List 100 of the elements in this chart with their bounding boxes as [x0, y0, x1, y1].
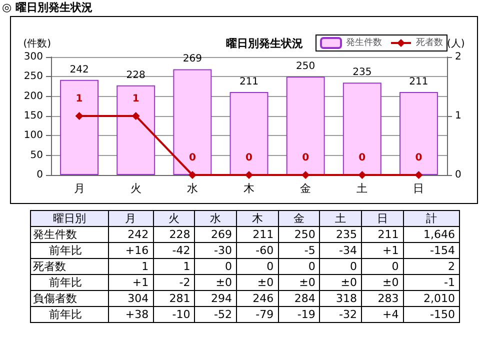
text: 304 [128, 292, 149, 305]
y2-tick-label: 2 [455, 52, 462, 62]
data-label: 0 [302, 152, 310, 164]
data-label: 242 [70, 64, 89, 76]
text: 246 [252, 292, 274, 305]
text: -30 [214, 244, 232, 257]
text: 211 [252, 228, 274, 241]
text: +1 [382, 244, 399, 257]
text: 0 [392, 260, 399, 273]
category-label: 計 [403, 210, 460, 226]
x-tick-label: 月 [74, 182, 85, 195]
x-tick-label: 日 [413, 182, 424, 195]
text: -1 [444, 276, 455, 289]
category-label: 木 [236, 210, 278, 226]
category-label: 土 [320, 210, 362, 226]
text: ±0 [340, 276, 358, 289]
text: -32 [339, 308, 358, 321]
category-label: 前年比 [49, 308, 82, 321]
y-tick-label: 50 [30, 150, 43, 161]
text: 0 [224, 260, 232, 273]
y-tick-label: 200 [24, 90, 43, 102]
text: 235 [336, 228, 358, 241]
data-label: 211 [239, 76, 259, 88]
text: 211 [378, 228, 399, 241]
text: -2 [179, 276, 190, 289]
legend-label: 発生件数 [346, 37, 382, 48]
category-label: 月 [108, 210, 154, 226]
data-label: 1 [132, 94, 140, 104]
category-label: 死者数 [33, 260, 66, 273]
y-tick-label: 300 [24, 52, 43, 62]
text: -79 [256, 308, 274, 321]
text: 228 [169, 228, 190, 241]
x-tick-label: 金 [300, 182, 312, 195]
bar [116, 85, 156, 175]
bar [342, 82, 382, 175]
text: 242 [128, 228, 149, 241]
text: 269 [210, 228, 232, 241]
y2-tick-label: 1 [455, 110, 462, 122]
text: +1 [132, 276, 149, 289]
category-label: 火 [153, 210, 195, 226]
y-tick-label: 0 [36, 170, 43, 180]
bar [60, 80, 99, 175]
text: 284 [294, 292, 316, 305]
text: 0 [266, 260, 274, 273]
bar [230, 92, 268, 175]
category-label: 金 [278, 210, 320, 226]
text: -19 [297, 308, 316, 321]
y-tick-label: 250 [24, 71, 43, 82]
bar [286, 76, 325, 175]
chart-title: ◎ 曜日別発生状況 [1, 0, 94, 16]
text: 0 [308, 260, 316, 273]
text: 0 [350, 260, 358, 273]
text: ±0 [257, 276, 274, 289]
data-label: 269 [182, 54, 202, 65]
text: -60 [256, 244, 274, 257]
text: 294 [210, 292, 232, 305]
data-label: 228 [126, 70, 146, 81]
category-label: 日 [362, 210, 404, 226]
data-label: 250 [296, 61, 316, 72]
category-label: 発生件数 [33, 228, 77, 241]
text: +4 [382, 308, 399, 321]
text: ±0 [299, 276, 316, 289]
text: -150 [430, 308, 455, 321]
text: -34 [339, 244, 358, 257]
text: -42 [172, 244, 190, 257]
x-tick-label: 木 [244, 182, 254, 195]
text: 1,646 [424, 228, 455, 241]
y-tick-label: 150 [24, 110, 43, 122]
category-label: 水 [194, 210, 236, 226]
text: 318 [336, 292, 358, 305]
y2-axis-title: (人) [447, 38, 465, 50]
bar [399, 92, 438, 175]
text: +38 [125, 308, 149, 321]
data-label: 0 [246, 152, 253, 164]
data-label: 1 [76, 94, 83, 104]
data-label: 211 [409, 76, 428, 88]
category-label: 前年比 [49, 244, 82, 257]
text: 1 [142, 260, 149, 273]
y2-tick-label: 0 [455, 170, 462, 180]
text: -154 [430, 244, 455, 257]
category-label: 負傷者数 [33, 292, 77, 305]
text: 283 [378, 292, 399, 305]
chart-subtitle: 曜日別発生状況 [226, 37, 303, 50]
text: +16 [125, 244, 149, 257]
data-label: 0 [358, 152, 366, 164]
text: -5 [304, 244, 316, 257]
data-label: 235 [352, 67, 372, 78]
text: 250 [294, 228, 316, 241]
text: 1 [183, 260, 190, 273]
text: ±0 [216, 276, 232, 289]
y-axis-title: (件数) [23, 38, 52, 50]
data-label: 0 [415, 152, 422, 164]
text: -52 [214, 308, 232, 321]
data-label: 0 [188, 152, 196, 164]
category-label: 前年比 [49, 276, 82, 289]
text: -10 [172, 308, 190, 321]
text: 281 [169, 292, 190, 305]
bar [173, 69, 212, 175]
text: ±0 [382, 276, 399, 289]
category-label: 曜日別 [30, 210, 108, 226]
